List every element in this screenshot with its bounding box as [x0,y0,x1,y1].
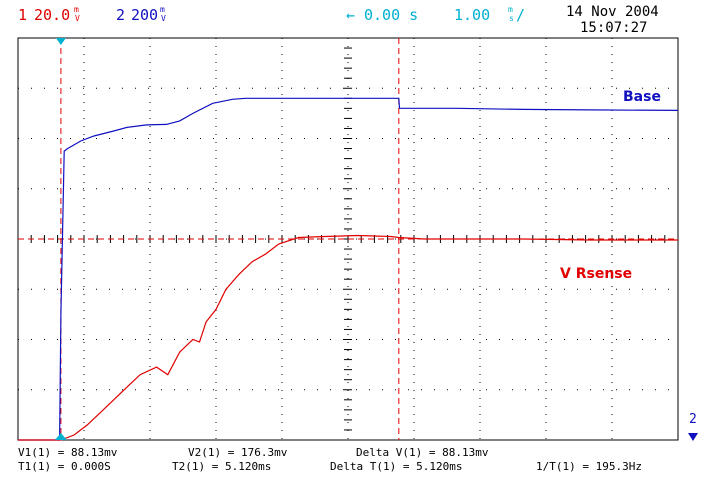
measurement-readout: V1(1) = 88.13mv V2(1) = 176.3mv Delta V(… [18,446,642,473]
channel-1-unit: V [75,14,80,23]
t1-readout: T1(1) = 0.000S [18,460,111,473]
trigger-position-marker-icon [55,38,66,45]
channel-1-volts-per-div: 20.0 [34,6,70,24]
delta-t-readout: Delta T(1) = 5.120ms [330,460,462,473]
timebase-readout: ← 0.00 s 1.00 m s / [346,5,525,24]
channel-1-scale: 1 20.0 m V [18,5,80,24]
cursor-t1-marker-icon [54,433,67,440]
inverse-t-readout: 1/T(1) = 195.3Hz [536,460,642,473]
series-line-base [18,97,679,441]
cursor-lines [18,38,678,440]
t2-readout: T2(1) = 5.120ms [172,460,271,473]
channel-2-marker-label: 2 [689,412,697,427]
timebase-unit: s [509,14,514,23]
capture-date: 14 Nov 2004 [566,4,659,20]
timebase-unit-prefix: m [508,5,513,14]
series-label-v-rsense: V Rsense [560,266,632,282]
capture-time: 15:07:27 [580,20,647,36]
channel-2-volts-per-div: 200 [131,6,158,24]
cursor-markers [54,38,67,440]
series-line-v-rsense [18,234,678,441]
channel-2-unit-prefix: m [160,5,165,14]
channel-1-number: 1 [18,6,27,24]
channel-2-number: 2 [116,6,125,24]
channel-2-unit: V [161,14,166,23]
timebase-value: 1.00 [454,6,490,24]
series-label-base: Base [623,89,661,105]
delta-v-readout: Delta V(1) = 88.13mv [356,446,489,459]
v1-readout: V1(1) = 88.13mv [18,446,118,459]
channel-2-scale: 2 200 m V [116,5,166,24]
down-arrow-icon [688,433,698,441]
trigger-delay-arrow-icon: ← [346,6,355,24]
trigger-slope-icon: / [516,6,525,24]
channel-2-ground-marker: 2 [688,412,698,441]
v2-readout: V2(1) = 176.3mv [188,446,288,459]
trigger-delay: 0.00 s [364,6,418,24]
waveform-traces [18,97,679,441]
channel-1-unit-prefix: m [74,5,79,14]
